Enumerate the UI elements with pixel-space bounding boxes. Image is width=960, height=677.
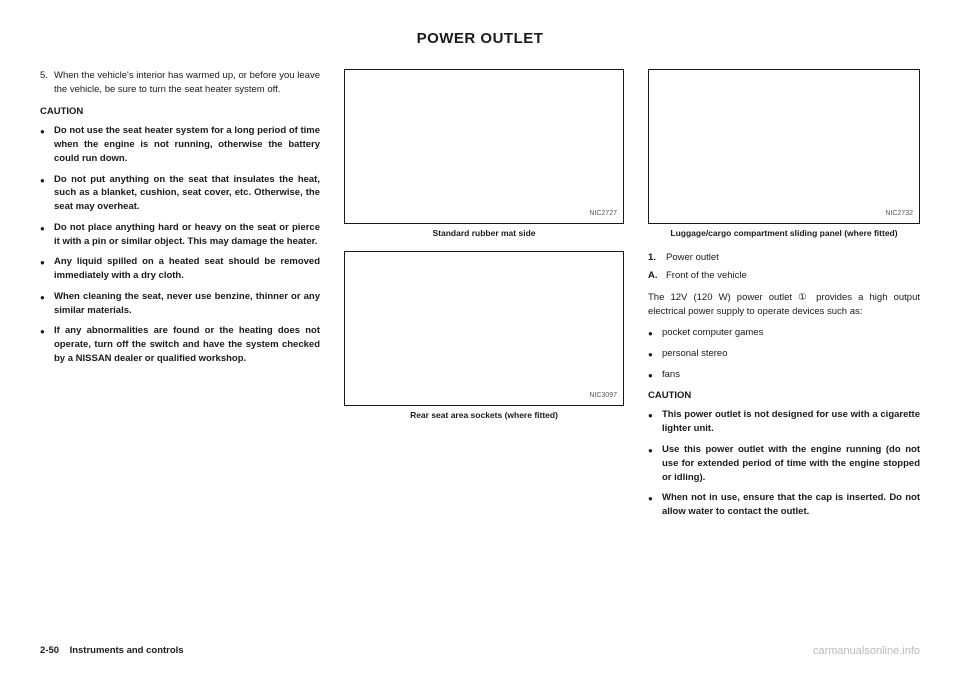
caution-list: Do not use the seat heater system for a … xyxy=(40,124,320,365)
step-item: 5. When the vehicle's interior has warme… xyxy=(54,69,320,97)
caution-label: CAUTION xyxy=(40,105,320,119)
caution-item: When not in use, ensure that the cap is … xyxy=(662,491,920,519)
content-columns: 5. When the vehicle's interior has warme… xyxy=(40,69,920,526)
figure-box: NIC2732 xyxy=(648,69,920,224)
caution-item: Do not use the seat heater system for a … xyxy=(54,124,320,165)
caution-item: Do not place anything hard or heavy on t… xyxy=(54,221,320,249)
caution-item: This power outlet is not designed for us… xyxy=(662,408,920,436)
column-left: 5. When the vehicle's interior has warme… xyxy=(40,69,320,526)
column-middle: NIC2727 Standard rubber mat side NIC3097… xyxy=(344,69,624,526)
legend-list: 1. Power outlet A. Front of the vehicle xyxy=(648,251,920,283)
legend-marker: A. xyxy=(648,269,658,283)
caution-item: Do not put anything on the seat that ins… xyxy=(54,173,320,214)
figure-code: NIC3097 xyxy=(589,391,617,401)
figure-box: NIC2727 xyxy=(344,69,624,224)
page-title: POWER OUTLET xyxy=(40,30,920,47)
caution-item: Use this power outlet with the engine ru… xyxy=(662,443,920,484)
caution-item: When cleaning the seat, never use benzin… xyxy=(54,290,320,318)
caution-list: This power outlet is not designed for us… xyxy=(648,408,920,518)
figure-code: NIC2732 xyxy=(885,209,913,219)
legend-item: A. Front of the vehicle xyxy=(666,269,920,283)
caution-item: If any abnormalities are found or the he… xyxy=(54,324,320,365)
figure-box: NIC3097 xyxy=(344,251,624,406)
step-text: When the vehicle's interior has warmed u… xyxy=(54,70,320,95)
footer-watermark: carmanualsonline.info xyxy=(813,645,920,657)
uses-item: personal stereo xyxy=(662,347,920,361)
legend-item: 1. Power outlet xyxy=(666,251,920,265)
footer-left: 2-50 Instruments and controls xyxy=(40,645,184,657)
step-list: 5. When the vehicle's interior has warme… xyxy=(40,69,320,97)
figure-caption: Rear seat area sockets (where fitted) xyxy=(344,409,624,421)
figure-code: NIC2727 xyxy=(589,209,617,219)
body-paragraph: The 12V (120 W) power outlet ① provides … xyxy=(648,291,920,319)
caution-label: CAUTION xyxy=(648,389,920,403)
uses-list: pocket computer games personal stereo fa… xyxy=(648,326,920,381)
section-name: Instruments and controls xyxy=(70,645,184,656)
legend-text: Front of the vehicle xyxy=(666,270,747,281)
step-number: 5. xyxy=(40,69,48,83)
legend-marker: 1. xyxy=(648,251,656,265)
caution-item: Any liquid spilled on a heated seat shou… xyxy=(54,255,320,283)
column-right: NIC2732 Luggage/cargo compartment slidin… xyxy=(648,69,920,526)
page-footer: 2-50 Instruments and controls carmanuals… xyxy=(40,645,920,657)
figure-caption: Standard rubber mat side xyxy=(344,227,624,239)
uses-item: pocket computer games xyxy=(662,326,920,340)
uses-item: fans xyxy=(662,368,920,382)
figure-caption: Luggage/cargo compartment sliding panel … xyxy=(648,227,920,239)
page-number: 2-50 xyxy=(40,645,59,656)
legend-text: Power outlet xyxy=(666,252,719,263)
